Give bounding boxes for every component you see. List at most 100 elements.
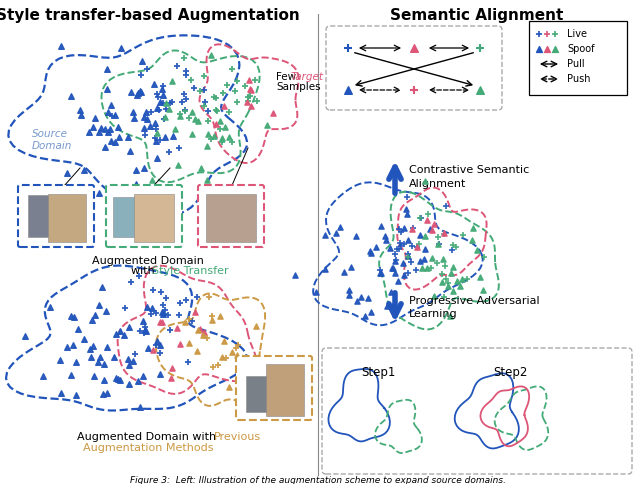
Point [94, 128, 104, 136]
Point [139, 165, 149, 172]
Point [103, 108, 113, 116]
Point [85, 345, 95, 353]
Point [181, 67, 191, 75]
Point [232, 77, 242, 85]
Point [89, 372, 99, 379]
Point [311, 287, 321, 295]
Point [215, 117, 225, 125]
Point [66, 312, 76, 319]
Point [128, 185, 139, 193]
Point [261, 121, 272, 129]
Point [331, 229, 342, 237]
Point [161, 99, 171, 107]
Bar [134, 194, 174, 242]
Point [343, 44, 353, 52]
Point [86, 353, 97, 361]
Point [158, 91, 168, 99]
Point [223, 133, 233, 141]
Point [167, 364, 177, 372]
Point [407, 226, 417, 233]
Bar [266, 364, 304, 416]
Point [155, 349, 165, 357]
Text: Semantic Alignment: Semantic Alignment [391, 8, 563, 23]
Point [467, 236, 478, 243]
Point [138, 318, 148, 325]
Text: Samples: Samples [276, 82, 321, 92]
Point [200, 98, 210, 106]
Point [184, 339, 195, 347]
Point [411, 243, 422, 251]
Point [137, 58, 147, 65]
Point [534, 30, 544, 38]
Point [187, 108, 197, 116]
Point [240, 363, 250, 370]
Point [381, 237, 391, 244]
Point [245, 102, 256, 109]
Point [351, 232, 361, 240]
Bar [113, 197, 145, 237]
Point [175, 340, 185, 348]
Point [219, 338, 229, 346]
Point [215, 312, 225, 320]
Point [141, 108, 151, 116]
Point [227, 138, 237, 146]
Point [391, 270, 401, 277]
FancyBboxPatch shape [322, 348, 632, 474]
Point [119, 332, 129, 339]
Point [127, 358, 137, 365]
Point [403, 269, 413, 276]
Point [73, 325, 83, 333]
Point [84, 129, 94, 136]
Point [196, 164, 206, 172]
Point [94, 189, 104, 197]
Point [534, 45, 544, 53]
Point [439, 230, 449, 238]
Point [151, 137, 161, 145]
Point [129, 115, 139, 122]
Point [419, 255, 429, 263]
Point [100, 125, 110, 133]
Point [399, 240, 409, 247]
Point [203, 202, 213, 210]
Point [290, 271, 300, 278]
Text: Style transfer-based Augmentation: Style transfer-based Augmentation [0, 8, 300, 23]
Point [147, 304, 157, 312]
Point [135, 327, 145, 335]
Point [141, 131, 151, 138]
Point [151, 129, 162, 136]
Point [187, 130, 197, 138]
Point [170, 125, 180, 133]
Point [62, 169, 72, 177]
Point [242, 93, 252, 101]
Point [462, 275, 472, 283]
Point [389, 257, 399, 265]
Point [183, 358, 193, 366]
Point [230, 87, 240, 95]
Point [148, 80, 158, 88]
Point [403, 252, 413, 260]
Point [207, 312, 217, 320]
Text: Previous: Previous [214, 432, 261, 442]
Point [160, 133, 170, 141]
Point [218, 134, 228, 142]
Text: Augmented Domain: Augmented Domain [92, 256, 204, 266]
Point [113, 123, 123, 131]
Point [175, 300, 185, 307]
Point [155, 318, 165, 325]
Point [409, 86, 419, 94]
Point [398, 259, 408, 267]
Point [414, 241, 424, 248]
Point [127, 88, 137, 95]
Text: Style Transfer: Style Transfer [152, 266, 228, 276]
Point [396, 242, 406, 250]
Point [475, 86, 485, 94]
Point [190, 115, 200, 123]
Point [409, 44, 419, 52]
Point [422, 216, 432, 224]
Text: with: with [131, 266, 158, 276]
Point [411, 266, 421, 273]
Text: Live: Live [567, 29, 587, 39]
Point [447, 246, 457, 254]
Point [181, 71, 191, 78]
Point [109, 138, 120, 146]
